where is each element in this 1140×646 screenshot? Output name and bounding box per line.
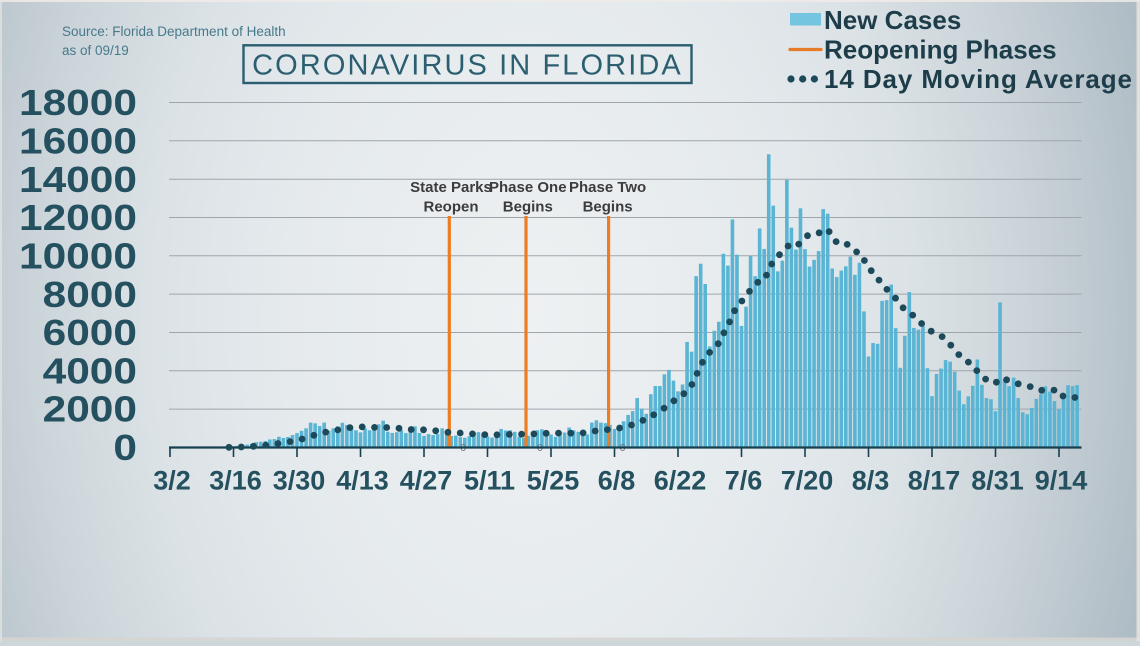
svg-text:8/17: 8/17 bbox=[908, 466, 961, 496]
svg-text:Begins: Begins bbox=[583, 199, 633, 216]
svg-text:New Cases: New Cases bbox=[824, 5, 961, 35]
svg-text:8/31: 8/31 bbox=[971, 466, 1024, 496]
svg-text:Reopening Phases: Reopening Phases bbox=[824, 35, 1057, 65]
svg-text:10000: 10000 bbox=[19, 236, 137, 277]
svg-text:8/3: 8/3 bbox=[852, 466, 890, 496]
svg-text:4/13: 4/13 bbox=[336, 466, 389, 496]
svg-text:16000: 16000 bbox=[19, 121, 137, 162]
svg-text:6000: 6000 bbox=[43, 313, 137, 354]
svg-text:0: 0 bbox=[113, 428, 137, 469]
svg-text:9/14: 9/14 bbox=[1035, 466, 1088, 496]
svg-text:Phase One: Phase One bbox=[489, 179, 567, 196]
svg-text:14000: 14000 bbox=[19, 160, 137, 201]
svg-text:6/8: 6/8 bbox=[598, 466, 636, 496]
svg-text:6/22: 6/22 bbox=[654, 466, 707, 496]
svg-text:14 Day Moving Average: 14 Day Moving Average bbox=[824, 64, 1133, 94]
svg-text:8000: 8000 bbox=[43, 275, 137, 316]
svg-text:4000: 4000 bbox=[43, 351, 137, 392]
svg-text:3/16: 3/16 bbox=[209, 466, 262, 496]
svg-text:4/27: 4/27 bbox=[400, 466, 453, 496]
svg-text:2000: 2000 bbox=[43, 389, 137, 430]
svg-text:Reopen: Reopen bbox=[423, 199, 478, 216]
svg-text:7/20: 7/20 bbox=[781, 466, 834, 496]
svg-text:Phase Two: Phase Two bbox=[569, 179, 646, 196]
svg-text:7/6: 7/6 bbox=[725, 466, 763, 496]
svg-text:3/30: 3/30 bbox=[273, 466, 326, 496]
svg-text:as of 09/19: as of 09/19 bbox=[62, 43, 129, 58]
svg-text:CORONAVIRUS IN FLORIDA: CORONAVIRUS IN FLORIDA bbox=[252, 49, 683, 81]
svg-text:5/11: 5/11 bbox=[464, 466, 515, 496]
svg-text:18000: 18000 bbox=[19, 83, 137, 124]
svg-text:5/25: 5/25 bbox=[527, 466, 580, 496]
svg-text:Begins: Begins bbox=[503, 199, 553, 216]
svg-text:3/2: 3/2 bbox=[153, 466, 191, 496]
svg-text:Source: Florida Department of: Source: Florida Department of Health bbox=[62, 24, 286, 39]
svg-text:12000: 12000 bbox=[19, 198, 137, 239]
svg-text:State Parks: State Parks bbox=[410, 179, 492, 196]
